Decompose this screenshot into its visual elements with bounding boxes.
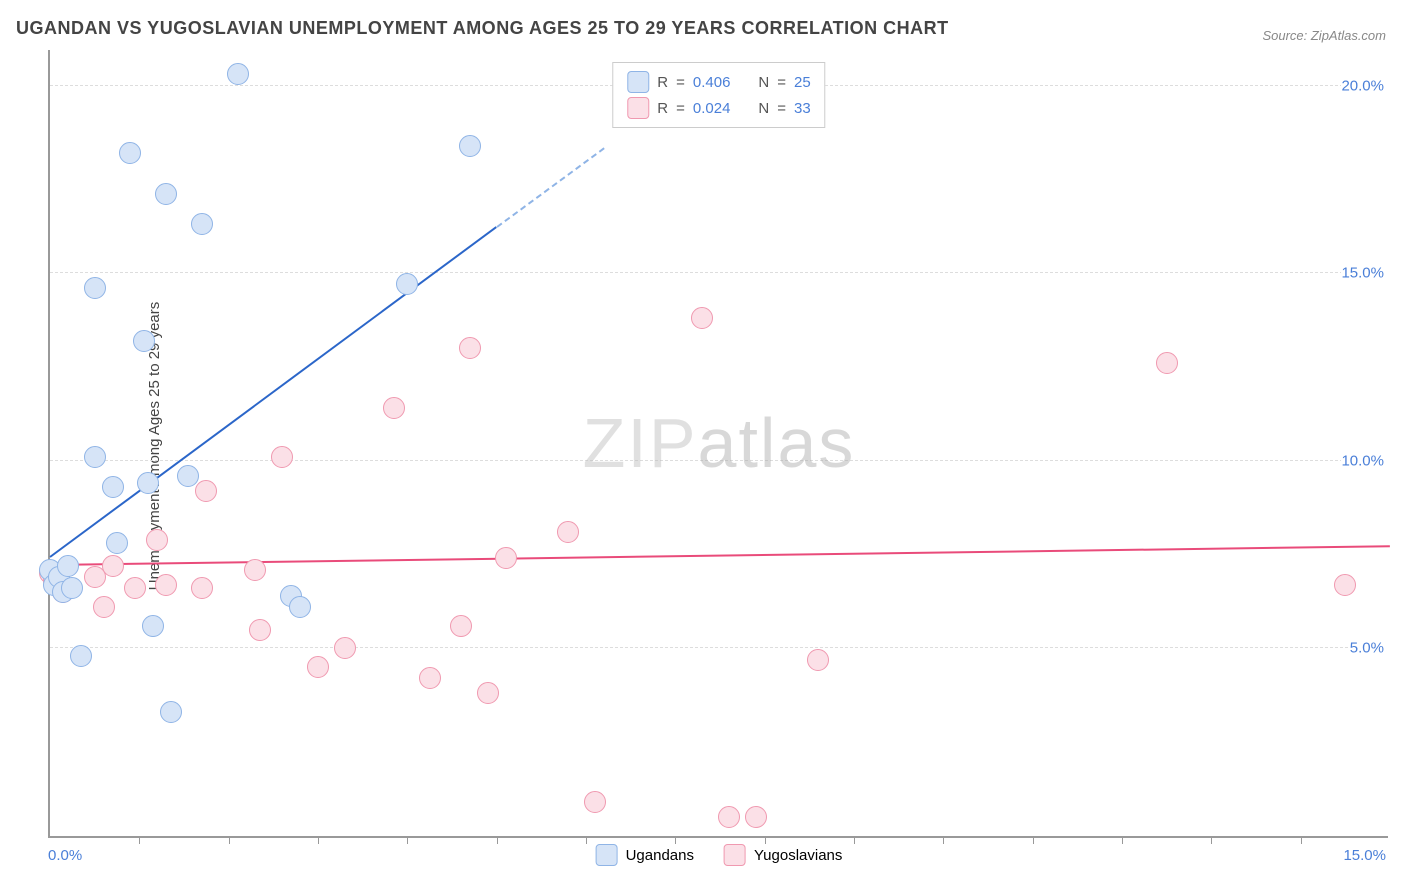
x-tick — [1122, 836, 1123, 844]
scatter-point-yugoslavians — [557, 521, 579, 543]
scatter-point-ugandans — [119, 142, 141, 164]
x-tick-label: 0.0% — [48, 847, 82, 864]
chart-title: UGANDAN VS YUGOSLAVIAN UNEMPLOYMENT AMON… — [16, 18, 949, 39]
scatter-point-yugoslavians — [191, 577, 213, 599]
y-tick-label: 20.0% — [1341, 77, 1390, 94]
scatter-point-yugoslavians — [477, 682, 499, 704]
legend-correlation-box: R = 0.406 N = 25 R = 0.024 N = 33 — [612, 62, 825, 128]
scatter-point-ugandans — [106, 532, 128, 554]
scatter-point-yugoslavians — [745, 806, 767, 828]
x-tick — [765, 836, 766, 844]
scatter-point-ugandans — [142, 615, 164, 637]
trend-line — [496, 148, 604, 228]
x-tick — [139, 836, 140, 844]
scatter-point-yugoslavians — [146, 529, 168, 551]
chart-container: UGANDAN VS YUGOSLAVIAN UNEMPLOYMENT AMON… — [0, 0, 1406, 892]
legend-series: Ugandans Yugoslavians — [596, 844, 843, 866]
x-tick — [854, 836, 855, 844]
scatter-point-yugoslavians — [459, 337, 481, 359]
scatter-point-ugandans — [289, 596, 311, 618]
scatter-point-yugoslavians — [1334, 574, 1356, 596]
legend-item-ugandans: Ugandans — [596, 844, 694, 866]
scatter-point-ugandans — [133, 330, 155, 352]
legend-n-value-ugandans: 25 — [794, 74, 811, 91]
scatter-point-ugandans — [459, 135, 481, 157]
plot-area: ZIPatlas R = 0.406 N = 25 R = 0.024 N = … — [48, 50, 1388, 838]
source-name: ZipAtlas.com — [1311, 28, 1386, 43]
scatter-point-yugoslavians — [691, 307, 713, 329]
scatter-point-ugandans — [191, 213, 213, 235]
source-label: Source: — [1262, 28, 1310, 43]
x-tick — [1033, 836, 1034, 844]
scatter-point-ugandans — [155, 183, 177, 205]
x-tick — [229, 836, 230, 844]
legend-label-ugandans: Ugandans — [626, 847, 694, 864]
scatter-point-yugoslavians — [383, 397, 405, 419]
scatter-point-ugandans — [160, 701, 182, 723]
x-tick — [318, 836, 319, 844]
gridline — [50, 272, 1388, 273]
watermark: ZIPatlas — [583, 403, 856, 483]
scatter-point-ugandans — [57, 555, 79, 577]
scatter-point-yugoslavians — [249, 619, 271, 641]
x-tick — [497, 836, 498, 844]
scatter-point-ugandans — [227, 63, 249, 85]
scatter-point-ugandans — [70, 645, 92, 667]
watermark-part-b: atlas — [698, 404, 856, 482]
legend-r-value-ugandans: 0.406 — [693, 74, 731, 91]
source-attribution: Source: ZipAtlas.com — [1262, 28, 1386, 43]
scatter-point-ugandans — [396, 273, 418, 295]
scatter-point-ugandans — [84, 446, 106, 468]
scatter-point-yugoslavians — [155, 574, 177, 596]
gridline — [50, 460, 1388, 461]
legend-row-ugandans: R = 0.406 N = 25 — [627, 69, 810, 95]
scatter-point-yugoslavians — [584, 791, 606, 813]
scatter-point-yugoslavians — [450, 615, 472, 637]
scatter-point-ugandans — [177, 465, 199, 487]
legend-swatch-ugandans — [627, 71, 649, 93]
scatter-point-yugoslavians — [419, 667, 441, 689]
scatter-point-ugandans — [102, 476, 124, 498]
legend-row-yugoslavians: R = 0.024 N = 33 — [627, 95, 810, 121]
scatter-point-yugoslavians — [334, 637, 356, 659]
x-tick — [943, 836, 944, 844]
scatter-point-yugoslavians — [495, 547, 517, 569]
x-tick — [675, 836, 676, 844]
legend-swatch-ugandans-bottom — [596, 844, 618, 866]
trend-line — [49, 226, 497, 558]
legend-swatch-yugoslavians — [627, 97, 649, 119]
legend-r-label: R — [657, 74, 668, 91]
x-tick-label: 15.0% — [1343, 847, 1386, 864]
legend-item-yugoslavians: Yugoslavians — [724, 844, 842, 866]
legend-n-label: N — [758, 74, 769, 91]
scatter-point-ugandans — [84, 277, 106, 299]
x-tick — [407, 836, 408, 844]
scatter-point-yugoslavians — [307, 656, 329, 678]
watermark-part-a: ZIP — [583, 404, 698, 482]
scatter-point-yugoslavians — [195, 480, 217, 502]
legend-r-value-yugoslavians: 0.024 — [693, 100, 731, 117]
scatter-point-yugoslavians — [718, 806, 740, 828]
x-tick — [1301, 836, 1302, 844]
scatter-point-yugoslavians — [93, 596, 115, 618]
x-tick — [1211, 836, 1212, 844]
legend-swatch-yugoslavians-bottom — [724, 844, 746, 866]
scatter-point-yugoslavians — [244, 559, 266, 581]
scatter-point-yugoslavians — [1156, 352, 1178, 374]
scatter-point-ugandans — [61, 577, 83, 599]
y-tick-label: 5.0% — [1350, 640, 1390, 657]
legend-n-value-yugoslavians: 33 — [794, 100, 811, 117]
y-tick-label: 15.0% — [1341, 265, 1390, 282]
gridline — [50, 647, 1388, 648]
scatter-point-yugoslavians — [102, 555, 124, 577]
scatter-point-yugoslavians — [271, 446, 293, 468]
y-tick-label: 10.0% — [1341, 452, 1390, 469]
scatter-point-yugoslavians — [807, 649, 829, 671]
x-tick — [586, 836, 587, 844]
legend-label-yugoslavians: Yugoslavians — [754, 847, 842, 864]
scatter-point-yugoslavians — [124, 577, 146, 599]
scatter-point-ugandans — [137, 472, 159, 494]
